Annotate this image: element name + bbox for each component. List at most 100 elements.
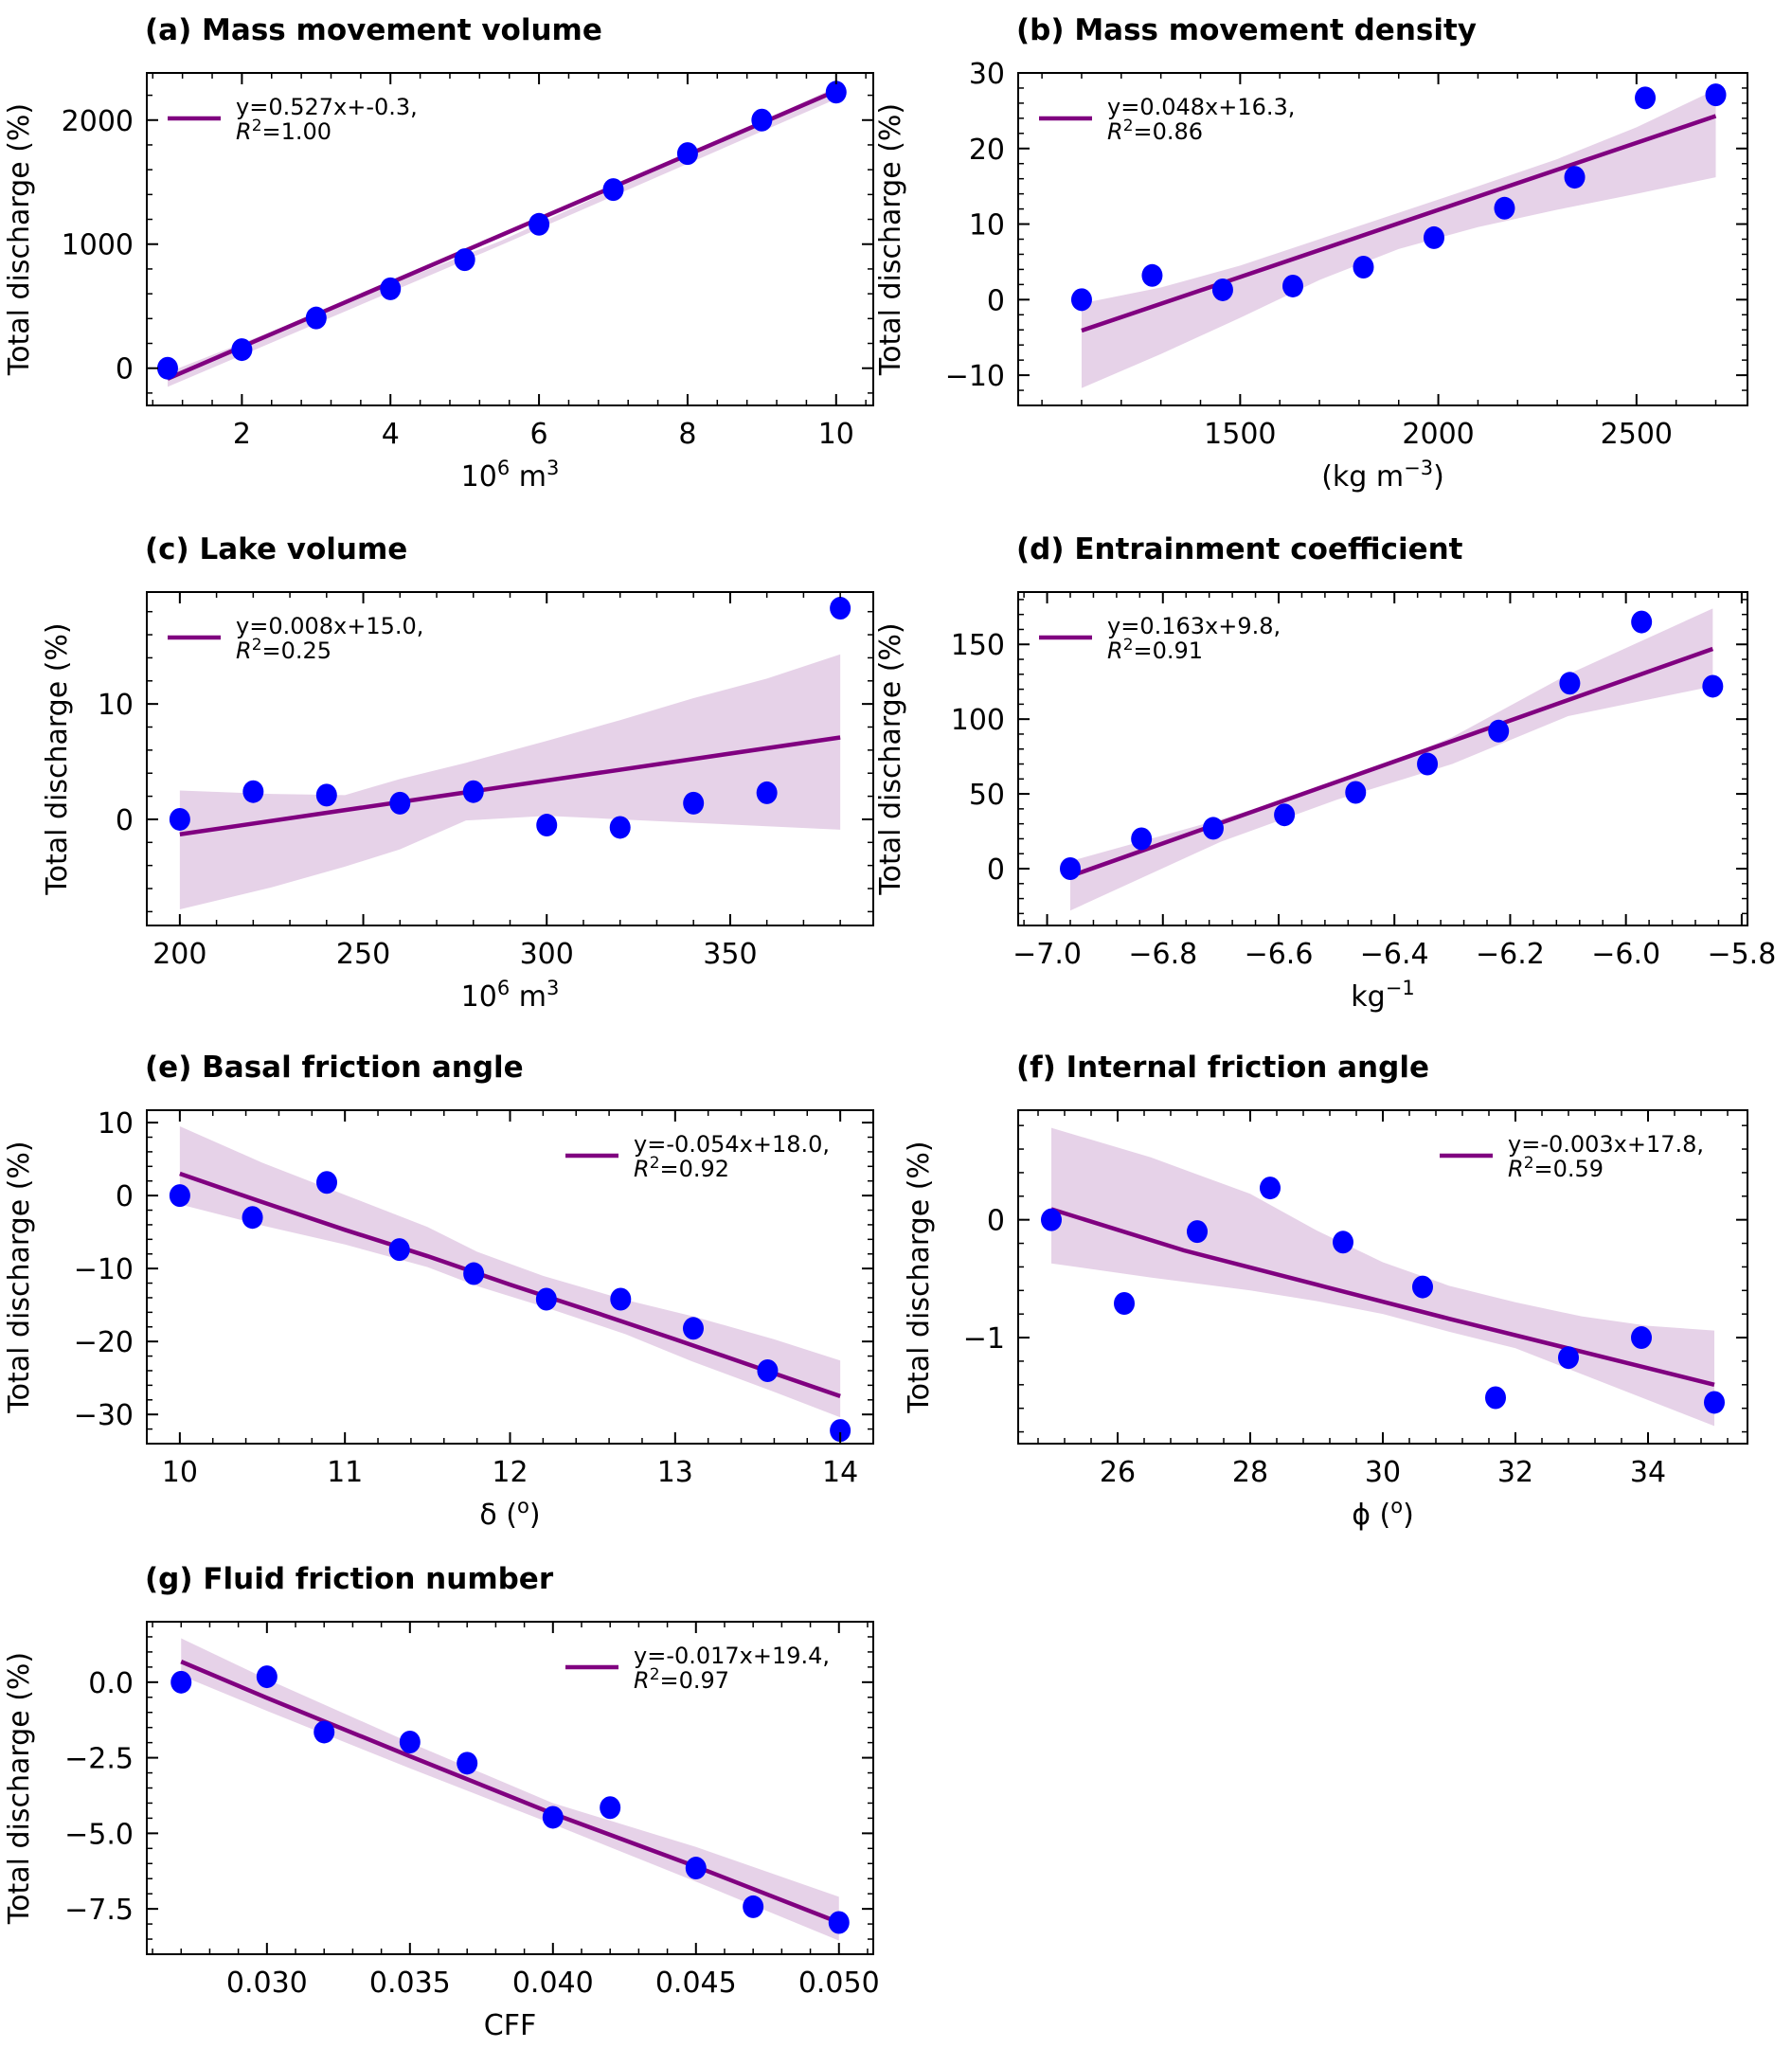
data-point	[169, 807, 190, 831]
data-point	[1070, 288, 1092, 312]
panel-d: (d) Entrainment coefficient −7.0 −6.8 −6.6 −…	[874, 532, 1776, 1014]
x-axis-label-text: kg	[1351, 980, 1385, 1014]
data-point	[1345, 781, 1367, 804]
panel-e: (e) Basal friction angle 10 11 12 13 14 −30 −20…	[3, 1051, 874, 1532]
data-point	[1282, 274, 1304, 297]
data-point	[751, 108, 773, 132]
x-tick-label: 2	[233, 418, 251, 451]
legend-equation: y=0.048x+16.3,	[1107, 94, 1295, 120]
data-point	[156, 356, 178, 380]
x-axis-label-text: CFF	[484, 2009, 536, 2042]
x-tick-label: 350	[703, 938, 757, 971]
confidence-band	[167, 87, 836, 387]
data-point	[1060, 857, 1081, 881]
legend-r-symbol: R	[236, 638, 252, 664]
x-axis-label-superscript: −1	[1386, 977, 1415, 999]
data-point	[1705, 83, 1727, 107]
data-point	[1631, 1326, 1652, 1350]
x-axis-label: ϕ (o)	[1352, 1495, 1414, 1532]
data-point	[1274, 803, 1296, 827]
x-axis-label-text: )	[529, 1499, 541, 1532]
x-axis-label: kg−1	[1351, 977, 1414, 1014]
data-point	[825, 81, 847, 104]
y-tick-label: 30	[969, 58, 1005, 91]
data-point	[535, 1287, 557, 1311]
data-point	[1114, 1291, 1135, 1315]
data-point	[1412, 1275, 1433, 1299]
data-point	[609, 816, 631, 839]
x-axis-label-text: 10	[461, 980, 497, 1014]
legend-r-value: =0.86	[1134, 118, 1204, 145]
legend-equation: y=0.163x+9.8,	[1107, 613, 1281, 639]
y-tick-label: 0.0	[88, 1667, 134, 1700]
legend: y=0.048x+16.3,R2=0.86	[1039, 94, 1295, 145]
legend-r-superscript: 2	[252, 117, 262, 135]
x-axis-label-superscript: 3	[547, 457, 559, 479]
x-tick-label: −6.4	[1360, 938, 1429, 971]
data-point	[1635, 86, 1657, 110]
x-axis-label-superscript: 3	[547, 977, 559, 999]
y-tick-label: 20	[969, 134, 1005, 167]
data-point	[600, 1796, 621, 1820]
panel-title: (e) Basal friction angle	[145, 1051, 524, 1085]
legend-r-squared: R2=0.59	[1508, 1154, 1604, 1182]
data-point	[1559, 672, 1581, 695]
x-tick-label: 32	[1497, 1456, 1533, 1489]
x-axis-label: CFF	[484, 2009, 536, 2042]
data-point	[830, 1419, 851, 1443]
x-axis-label-superscript: o	[517, 1495, 529, 1518]
y-axis-label: Total discharge (%)	[3, 103, 36, 376]
y-axis-label: Total discharge (%)	[41, 622, 74, 895]
x-axis-label-text: m	[510, 980, 547, 1014]
data-point	[1558, 1346, 1579, 1370]
x-tick-label: 2500	[1601, 418, 1673, 451]
legend-equation: y=-0.003x+17.8,	[1508, 1131, 1704, 1158]
x-tick-label: −6.2	[1476, 938, 1545, 971]
y-tick-label: 150	[951, 629, 1005, 662]
legend-r-superscript: 2	[1524, 1154, 1534, 1173]
legend-r-symbol: R	[1107, 638, 1123, 664]
data-point	[170, 1670, 192, 1694]
legend-r-symbol: R	[634, 1667, 650, 1694]
data-point	[1041, 1208, 1062, 1231]
confidence-band	[181, 1638, 839, 1941]
regression-line	[179, 1171, 841, 1399]
x-tick-label: −7.0	[1012, 938, 1082, 971]
legend-r-symbol: R	[1508, 1156, 1524, 1182]
x-tick-label: −6.0	[1591, 938, 1660, 971]
panel-title: (f) Internal friction angle	[1016, 1051, 1429, 1085]
x-tick-label: 0.040	[512, 1967, 594, 2000]
y-tick-label: 1000	[62, 229, 134, 262]
y-tick-label: 0	[116, 1180, 134, 1213]
legend-equation: y=0.527x+-0.3,	[236, 94, 418, 120]
y-tick-label: 100	[951, 704, 1005, 737]
data-point	[169, 1184, 190, 1208]
data-point	[1211, 278, 1233, 301]
data-point	[1333, 1231, 1353, 1254]
x-axis-label-text: 10	[461, 460, 497, 494]
data-point	[242, 1206, 263, 1230]
x-axis-label-text: m	[510, 460, 547, 494]
data-point	[1353, 256, 1374, 279]
data-point	[314, 1720, 335, 1744]
y-tick-label: 0	[987, 284, 1005, 317]
plot-frame	[146, 72, 874, 406]
legend-r-superscript: 2	[1123, 117, 1134, 135]
data-point	[756, 781, 778, 804]
data-point	[743, 1895, 764, 1918]
x-tick-label: 30	[1365, 1456, 1401, 1489]
x-axis-label-superscript: −3	[1404, 457, 1433, 479]
legend-r-value: =0.91	[1134, 638, 1204, 664]
x-axis-label-text: δ (	[479, 1499, 517, 1532]
panel-title: (g) Fluid friction number	[145, 1562, 554, 1596]
data-point	[830, 597, 851, 620]
legend-r-squared: R2=0.25	[236, 636, 332, 664]
legend-r-superscript: 2	[650, 1665, 660, 1684]
confidence-band	[1051, 1127, 1714, 1427]
legend-r-squared: R2=1.00	[236, 117, 332, 145]
x-tick-label: 0.030	[226, 1967, 308, 2000]
data-point	[529, 212, 550, 236]
x-tick-label: 10	[162, 1456, 198, 1489]
data-point	[463, 1262, 485, 1285]
